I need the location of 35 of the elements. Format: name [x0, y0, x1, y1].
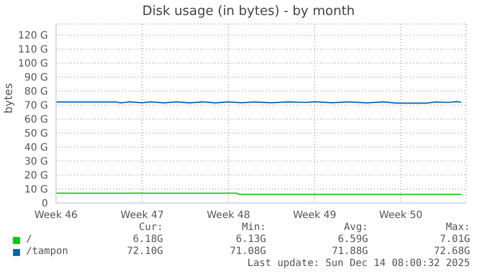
text: 71.88G: [332, 246, 368, 257]
x-tick-label: Week 47: [120, 210, 164, 222]
y-tick-label: 50 G: [24, 128, 48, 140]
y-tick-label: 10 G: [24, 184, 48, 196]
y-tick-label: 110 G: [18, 44, 48, 56]
text: 71.08G: [230, 246, 266, 257]
text: Cur:: [138, 222, 163, 233]
y-tick-label: 80 G: [24, 86, 48, 98]
text: 6.13G: [236, 234, 266, 245]
x-tick-label: Week 49: [292, 210, 336, 222]
y-tick-label: 20 G: [24, 170, 48, 182]
text: Max:: [446, 222, 470, 233]
legend-label: /tampon: [26, 246, 68, 257]
y-tick-label: 40 G: [24, 142, 48, 154]
x-tick-label: Week 46: [34, 210, 78, 222]
text: 72.10G: [126, 246, 163, 257]
x-tick-label: Week 50: [379, 210, 422, 222]
text: 6.59G: [338, 234, 368, 245]
y-tick-label: 0: [42, 198, 48, 210]
y-tick-label: 120 G: [18, 30, 48, 42]
y-axis-title: bytes: [2, 82, 15, 114]
x-tick-label: Week 48: [206, 210, 250, 222]
text: Min:: [242, 222, 266, 233]
y-tick-label: 90 G: [24, 72, 48, 84]
text: 72.68G: [434, 246, 470, 257]
text: Avg:: [344, 222, 368, 233]
y-tick-label: 100 G: [18, 58, 48, 70]
y-tick-label: 60 G: [24, 114, 48, 126]
y-tick-label: 70 G: [24, 100, 48, 112]
y-tick-label: 30 G: [24, 156, 48, 168]
chart-title: Disk usage (in bytes) - by month: [141, 4, 356, 19]
text: Last update: Sun Dec 14 08:00:32 2025: [247, 258, 470, 269]
text: 7.01G: [440, 234, 470, 245]
legend-label: /: [26, 234, 32, 245]
text: 6.18G: [132, 234, 163, 245]
